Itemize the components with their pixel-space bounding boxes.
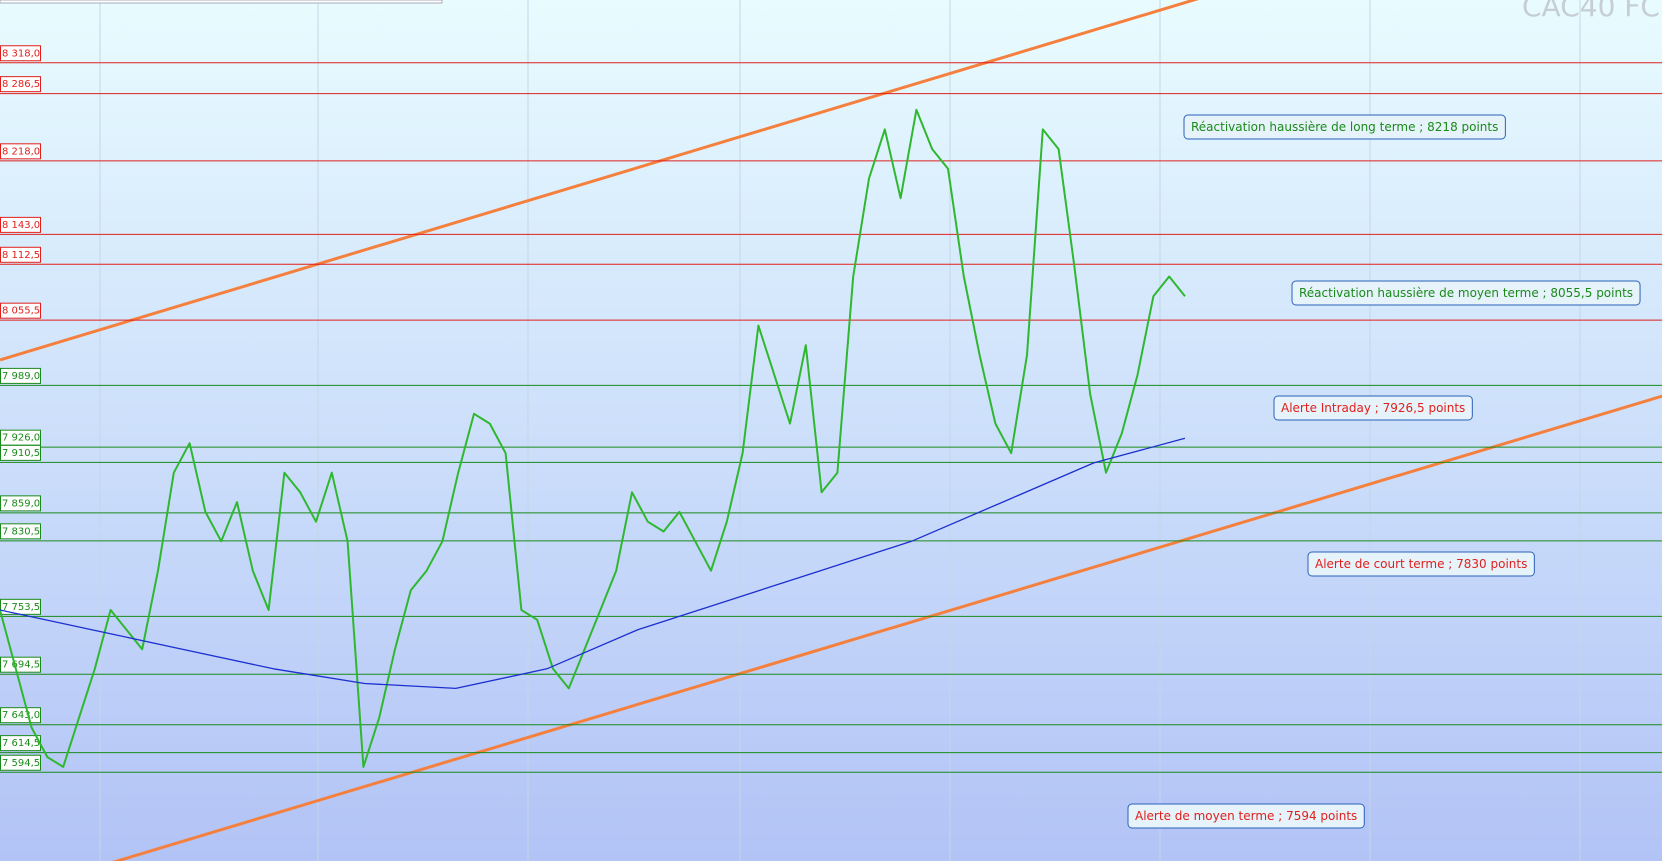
level-label: 8 143,0 [0, 216, 41, 233]
level-label-box [0, 143, 41, 160]
level-label-box [0, 707, 41, 724]
level-label: 7 594,5 [0, 754, 41, 771]
annotation-box [1183, 114, 1506, 140]
level-label-box [0, 216, 41, 233]
level-label-box [0, 45, 41, 62]
vertical-grid [99, 0, 1581, 861]
annotation-text: Réactivation haussière de long terme ; 8… [1191, 120, 1498, 134]
annotation: Alerte Intraday ; 7926,5 points [1273, 395, 1473, 421]
level-label-text: 7 830,5 [2, 526, 40, 537]
annotation-box [1291, 280, 1641, 306]
annotation: Réactivation haussière de moyen terme ; … [1291, 280, 1641, 306]
level-label: 8 318,0 [0, 45, 41, 62]
level-label-text: 8 112,5 [2, 250, 40, 261]
level-label-box [0, 656, 41, 673]
level-label: 7 859,0 [0, 495, 41, 512]
level-label-text: 7 753,5 [2, 602, 40, 613]
level-label: 8 218,0 [0, 143, 41, 160]
level-label: 8 286,5 [0, 76, 41, 93]
level-label-text: 7 926,0 [2, 433, 40, 444]
level-label-box [0, 495, 41, 512]
chart-title: CAC40 FC [1522, 0, 1660, 23]
annotation: Alerte de moyen terme ; 7594 points [1127, 803, 1365, 829]
level-label-text: 7 643,0 [2, 710, 40, 721]
level-label-text: 7 694,5 [2, 660, 40, 671]
level-label-box [0, 302, 41, 319]
level-label-box [0, 367, 41, 384]
level-label-text: 7 859,0 [2, 498, 40, 509]
annotation-box [1307, 551, 1535, 577]
level-label: 7 694,5 [0, 656, 41, 673]
annotation-text: Alerte Intraday ; 7926,5 points [1281, 401, 1465, 415]
toolbar-strip [0, 0, 443, 4]
level-label-text: 7 614,5 [2, 738, 40, 749]
annotation-text: Alerte de court terme ; 7830 points [1315, 557, 1527, 571]
price-line [0, 437, 1186, 690]
annotation-box [1273, 395, 1473, 421]
trend-line [0, 0, 1199, 362]
level-label-box [0, 444, 41, 461]
level-label: 7 643,0 [0, 707, 41, 724]
level-label: 8 112,5 [0, 246, 41, 263]
level-label-text: 8 055,5 [2, 306, 40, 317]
annotation-box [1127, 803, 1365, 829]
level-label-text: 8 286,5 [2, 79, 40, 90]
level-label-box [0, 246, 41, 263]
level-label: 7 989,0 [0, 367, 41, 384]
level-label-text: 8 218,0 [2, 146, 40, 157]
level-label: 7 614,5 [0, 735, 41, 752]
annotation-text: Réactivation haussière de moyen terme ; … [1299, 286, 1633, 300]
annotation: Réactivation haussière de long terme ; 8… [1183, 114, 1506, 140]
annotation: Alerte de court terme ; 7830 points [1307, 551, 1535, 577]
level-label: 8 055,5 [0, 302, 41, 319]
level-label-box [0, 754, 41, 771]
level-label: 7 830,5 [0, 523, 41, 540]
price-line [0, 108, 1186, 768]
level-label-text: 7 910,5 [2, 448, 40, 459]
level-label-box [0, 523, 41, 540]
level-label: 7 753,5 [0, 598, 41, 615]
annotation-text: Alerte de moyen terme ; 7594 points [1135, 809, 1357, 823]
level-label: 7 910,5 [0, 444, 41, 461]
level-label: 7 926,0 [0, 429, 41, 446]
level-label-text: 7 989,0 [2, 371, 40, 382]
level-label-text: 7 594,5 [2, 758, 40, 769]
trend-line [112, 394, 1662, 861]
level-label-box [0, 76, 41, 93]
level-label-text: 8 143,0 [2, 220, 40, 231]
level-label-text: 8 318,0 [2, 48, 40, 59]
